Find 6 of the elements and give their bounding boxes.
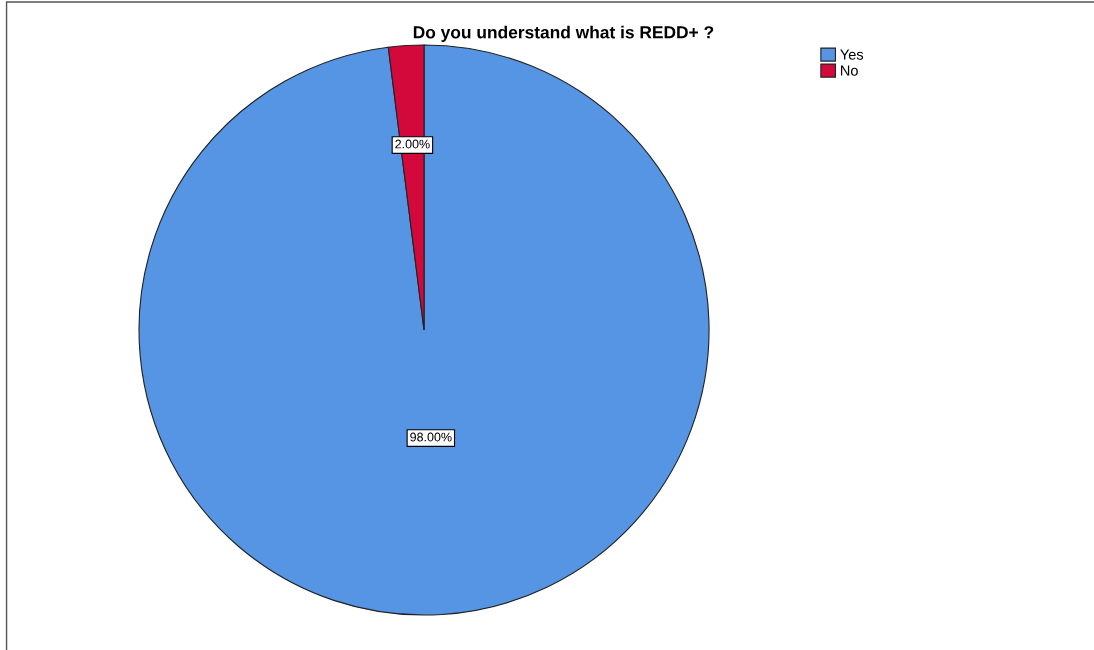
- legend-label: Yes: [840, 49, 864, 60]
- data-label: 2.00%: [395, 139, 430, 149]
- pie-slice: [138, 44, 710, 616]
- legend-label: No: [841, 65, 858, 76]
- data-label: 98.00%: [410, 432, 452, 442]
- chart-title: Do you understand what is REDD+ ?: [413, 25, 714, 42]
